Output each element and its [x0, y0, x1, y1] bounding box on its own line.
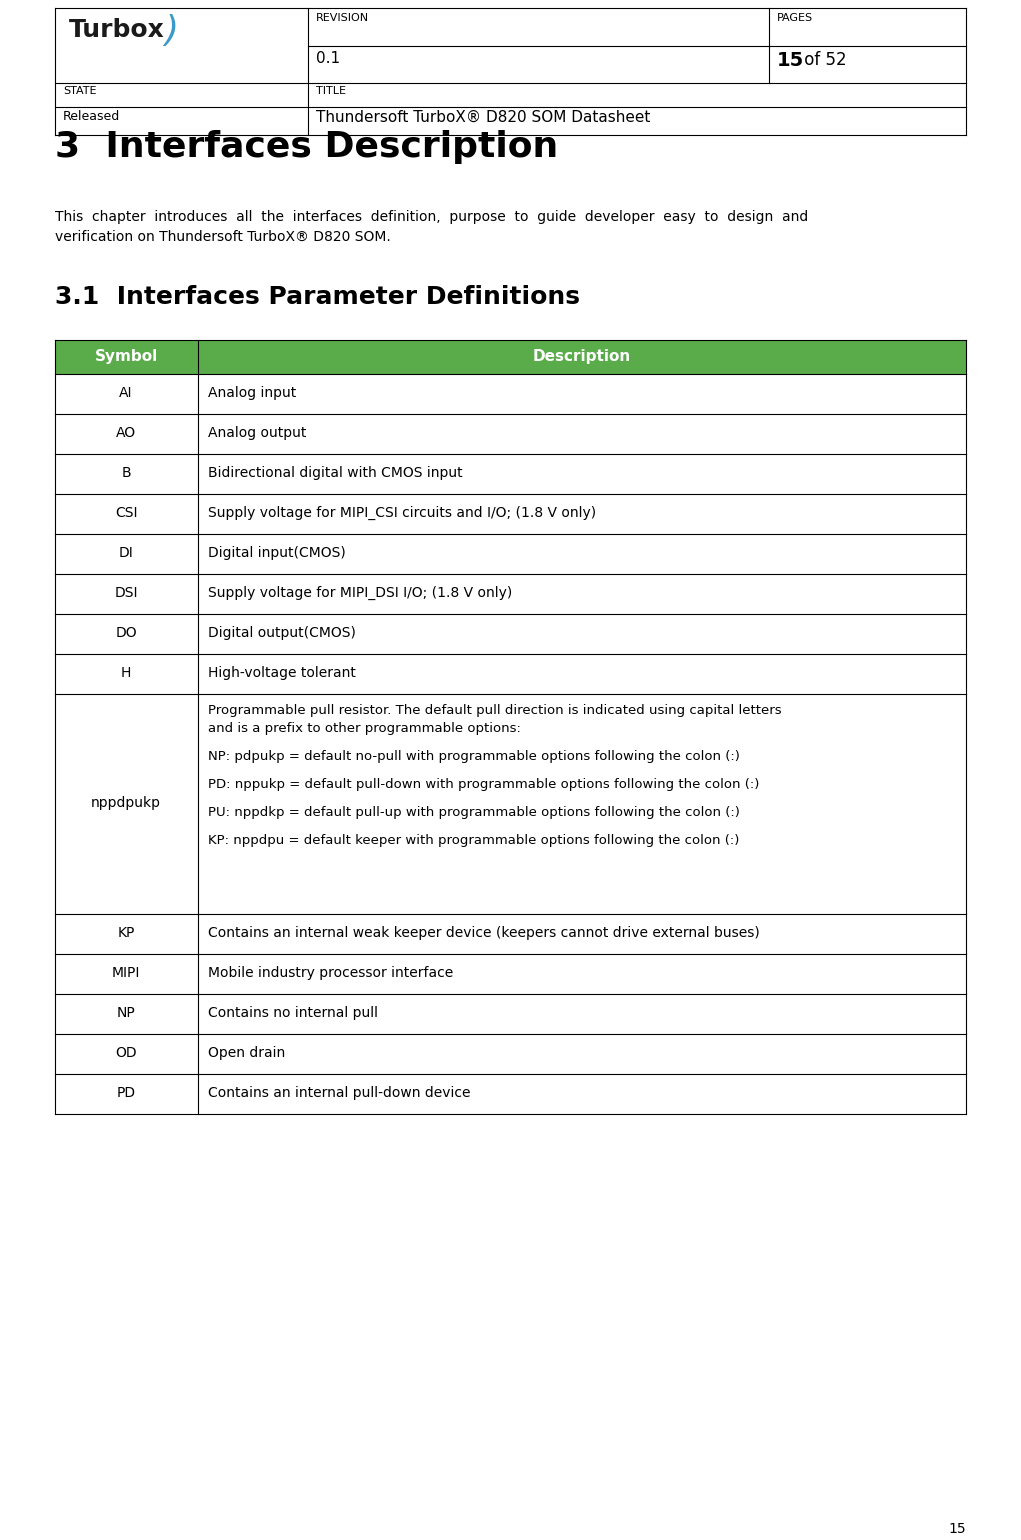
Text: PD: nppukp = default pull-down with programmable options following the colon (:): PD: nppukp = default pull-down with prog…	[208, 778, 760, 792]
Text: DO: DO	[115, 625, 137, 641]
Text: REVISION: REVISION	[317, 12, 370, 23]
Text: NP: NP	[116, 1006, 136, 1019]
Bar	[55, 1033, 966, 1073]
Text: STATE: STATE	[63, 86, 97, 95]
Text: DI: DI	[118, 547, 134, 561]
Text: Mobile industry processor interface: Mobile industry processor interface	[208, 966, 453, 979]
Text: Thundersoft TurboX® D820 SOM Datasheet: Thundersoft TurboX® D820 SOM Datasheet	[317, 109, 650, 125]
Text: TITLE: TITLE	[317, 86, 346, 95]
Text: Contains no internal pull: Contains no internal pull	[208, 1006, 378, 1019]
Text: Analog input: Analog input	[208, 387, 296, 400]
Text: 15: 15	[777, 51, 805, 69]
Bar	[55, 953, 966, 993]
Text: DSI: DSI	[114, 587, 138, 601]
Text: Programmable pull resistor. The default pull direction is indicated using capita: Programmable pull resistor. The default …	[208, 704, 782, 718]
Text: verification on Thundersoft TurboX® D820 SOM.: verification on Thundersoft TurboX® D820…	[55, 229, 391, 243]
Text: KP: nppdpu = default keeper with programmable options following the colon (:): KP: nppdpu = default keeper with program…	[208, 835, 739, 847]
Text: 3  Interfaces Description: 3 Interfaces Description	[55, 129, 558, 163]
Text: OD: OD	[115, 1046, 137, 1060]
Bar	[55, 494, 966, 534]
Text: Symbol: Symbol	[94, 350, 157, 363]
Text: B: B	[121, 467, 131, 480]
Text: AI: AI	[119, 387, 133, 400]
Bar	[55, 654, 966, 695]
Bar	[55, 454, 966, 494]
Bar	[55, 574, 966, 614]
Text: of 52: of 52	[799, 51, 846, 69]
Text: ): )	[164, 14, 178, 48]
Text: Bidirectional digital with CMOS input: Bidirectional digital with CMOS input	[208, 467, 463, 480]
Text: Open drain: Open drain	[208, 1046, 285, 1060]
Text: CSI: CSI	[114, 507, 137, 521]
Text: This  chapter  introduces  all  the  interfaces  definition,  purpose  to  guide: This chapter introduces all the interfac…	[55, 209, 809, 223]
Text: KP: KP	[117, 926, 135, 939]
Bar	[55, 1073, 966, 1113]
Bar	[55, 414, 966, 454]
Bar	[55, 374, 966, 414]
Text: PD: PD	[116, 1086, 136, 1100]
Text: Digital input(CMOS): Digital input(CMOS)	[208, 547, 346, 561]
Bar	[55, 695, 966, 915]
Text: MIPI: MIPI	[112, 966, 140, 979]
Bar	[55, 614, 966, 654]
Text: Contains an internal weak keeper device (keepers cannot drive external buses): Contains an internal weak keeper device …	[208, 926, 760, 939]
Text: 0.1: 0.1	[317, 51, 340, 66]
Text: NP: pdpukp = default no-pull with programmable options following the colon (:): NP: pdpukp = default no-pull with progra…	[208, 750, 740, 762]
Bar	[55, 915, 966, 953]
Text: Digital output(CMOS): Digital output(CMOS)	[208, 625, 356, 641]
Bar	[55, 534, 966, 574]
Text: High-voltage tolerant: High-voltage tolerant	[208, 665, 356, 681]
Text: H: H	[120, 665, 131, 681]
Text: Contains an internal pull-down device: Contains an internal pull-down device	[208, 1086, 471, 1100]
Text: Released: Released	[63, 109, 120, 123]
Text: Analog output: Analog output	[208, 427, 306, 440]
Text: nppdpukp: nppdpukp	[91, 796, 161, 810]
Text: 3.1  Interfaces Parameter Definitions: 3.1 Interfaces Parameter Definitions	[55, 285, 580, 310]
Bar	[55, 993, 966, 1033]
Text: PAGES: PAGES	[777, 12, 813, 23]
Text: Description: Description	[533, 350, 631, 363]
Text: Supply voltage for MIPI_DSI I/O; (1.8 V only): Supply voltage for MIPI_DSI I/O; (1.8 V …	[208, 587, 513, 601]
Text: 15: 15	[949, 1522, 966, 1535]
Text: PU: nppdkp = default pull-up with programmable options following the colon (:): PU: nppdkp = default pull-up with progra…	[208, 805, 740, 819]
Text: AO: AO	[116, 427, 136, 440]
Text: and is a prefix to other programmable options:: and is a prefix to other programmable op…	[208, 722, 521, 735]
Text: Turbox: Turbox	[69, 18, 164, 42]
Bar	[55, 340, 966, 374]
Text: Supply voltage for MIPI_CSI circuits and I/O; (1.8 V only): Supply voltage for MIPI_CSI circuits and…	[208, 507, 596, 521]
